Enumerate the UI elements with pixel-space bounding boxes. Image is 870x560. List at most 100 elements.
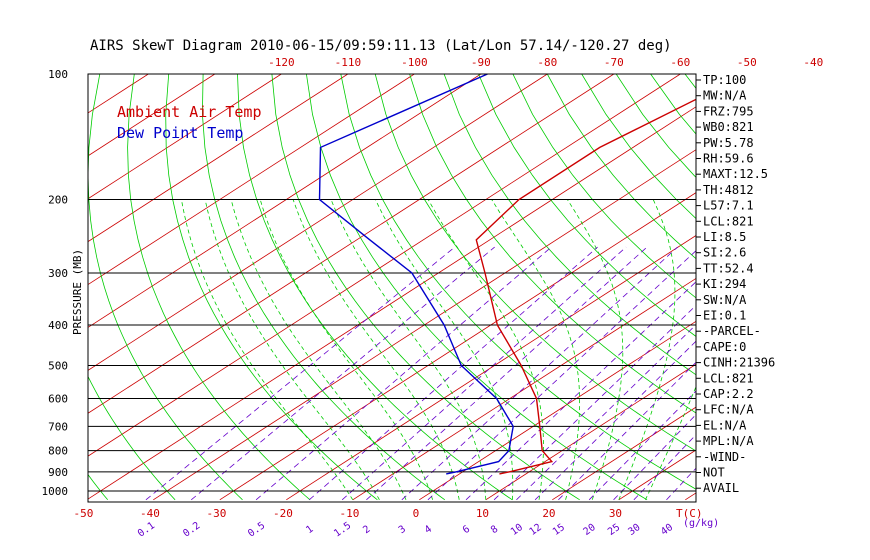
isotherm-line [818, 74, 870, 500]
moist-adiabat-line [204, 199, 380, 500]
stat-item: LFC:N/A [703, 403, 754, 417]
dry-adiabat-line [271, 74, 580, 501]
mixing-ratio-line [493, 304, 696, 501]
tc-axis-label: T(C) [676, 507, 703, 520]
mixing-ratio-label: 8 [489, 524, 500, 536]
mixing-ratio-label: 0.5 [246, 520, 267, 539]
stat-item: EL:N/A [703, 418, 747, 432]
chart-title: AIRS SkewT Diagram 2010-06-15/09:59:11.1… [90, 38, 672, 54]
ambient-air-temp-line [475, 98, 696, 475]
isotherm-line [419, 320, 696, 501]
top-tick-label: -90 [471, 56, 491, 69]
pressure-tick-label: 500 [48, 359, 68, 372]
dry-adiabat-line [512, 74, 696, 299]
dry-adiabat-line [306, 74, 648, 501]
stat-item: L57:7.1 [703, 199, 754, 213]
moist-adiabat-line [181, 199, 354, 501]
bottom-tick-label: -20 [273, 507, 293, 520]
top-tick-label: -100 [401, 56, 428, 69]
top-tick-label: -80 [537, 56, 557, 69]
mixing-ratio-label: 15 [551, 522, 567, 538]
dry-adiabat-line [754, 74, 870, 500]
stat-item: SI:2.6 [703, 246, 746, 260]
mixing-ratio-label: 12 [528, 522, 544, 538]
isotherm-line [88, 74, 615, 414]
isotherm-line [552, 406, 696, 501]
isotherm-line [485, 363, 696, 501]
dry-adiabat-line [857, 74, 870, 500]
isotherm-line [88, 74, 681, 457]
stat-item: AVAIL [703, 481, 739, 495]
mixing-ratio-line [341, 246, 627, 501]
dry-adiabat-line [374, 74, 696, 452]
mixing-ratio-line [255, 246, 552, 501]
stat-item: RH:59.6 [703, 152, 754, 166]
mixing-unit-label: (g/kg) [683, 518, 719, 529]
bottom-tick-label: 30 [609, 507, 622, 520]
dry-adiabat-line [237, 74, 513, 501]
moist-adiabat-line [375, 199, 514, 500]
mixing-ratio-label: 10 [509, 522, 525, 538]
stat-item: FRZ:795 [703, 104, 754, 118]
dry-adiabat-line [88, 375, 176, 501]
bottom-tick-label: -10 [340, 507, 360, 520]
dry-adiabat-line [127, 74, 311, 501]
mixing-ratio-label: 30 [626, 522, 642, 538]
stat-item: KI:294 [703, 277, 746, 291]
dry-adiabat-line [88, 473, 109, 501]
legend-ambient-air-temp: Ambient Air Temp [117, 103, 262, 121]
mixing-ratio-line [366, 246, 648, 501]
mixing-ratio-label: 3 [397, 524, 408, 536]
isotherm-line [219, 192, 696, 501]
stat-item: MAXT:12.5 [703, 167, 768, 181]
mixing-ratio-label: 1 [304, 524, 315, 536]
mixing-ratio-line [534, 340, 696, 501]
mixing-ratio-label: 20 [582, 522, 598, 538]
mixing-ratio-label: 0.2 [181, 520, 202, 539]
legend: Ambient Air Temp Dew Point Temp [117, 103, 262, 142]
bottom-tick-label: 10 [476, 507, 489, 520]
isotherm-line [88, 74, 282, 200]
moist-adiabat-line [427, 199, 544, 500]
pressure-tick-label: 300 [48, 267, 68, 280]
dry-adiabat-line [88, 74, 243, 501]
mixing-ratio-line [465, 281, 696, 501]
mixing-ratio-label: 25 [606, 522, 622, 538]
bottom-tick-label: -50 [74, 507, 94, 520]
dew-point-temp-line [318, 74, 514, 475]
mixing-ratio-line [516, 324, 696, 501]
mixing-ratio-line [145, 246, 456, 501]
mixing-ratio-line [666, 467, 696, 501]
pressure-tick-label: 200 [48, 194, 68, 207]
mixing-ratio-line [427, 250, 696, 501]
moist-adiabat-line [259, 199, 433, 500]
dry-adiabat-line [788, 74, 870, 500]
mixing-ratio-line [191, 246, 495, 501]
stat-item: CINH:21396 [703, 356, 775, 370]
grid-lines [88, 74, 870, 501]
pressure-tick-label: 100 [48, 68, 68, 81]
isotherm-line [88, 74, 349, 243]
pressure-tick-label: 600 [48, 392, 68, 405]
moist-adiabat-line [330, 199, 487, 500]
stat-item: PW:5.78 [703, 136, 754, 150]
dry-adiabat-line [443, 74, 696, 376]
stat-item: CAPE:0 [703, 340, 746, 354]
top-tick-label: -70 [604, 56, 624, 69]
bottom-tick-label: 20 [542, 507, 555, 520]
stat-item: NOT [703, 466, 725, 480]
isotherm-line [88, 106, 696, 500]
stat-item: MW:N/A [703, 89, 747, 103]
stat-item: TT:52.4 [703, 261, 754, 275]
mixing-ratio-label: 6 [461, 524, 472, 536]
mixing-ratio-line [309, 246, 598, 501]
stat-item: -WIND- [703, 450, 746, 464]
stat-item: TP:100 [703, 73, 746, 87]
moist-adiabat-line [230, 199, 407, 500]
isotherm-line [88, 74, 482, 328]
dry-adiabat-line [823, 74, 870, 500]
dry-adiabat-line [165, 74, 378, 501]
sounding-series [318, 74, 696, 475]
stat-item: -PARCEL- [703, 324, 761, 338]
